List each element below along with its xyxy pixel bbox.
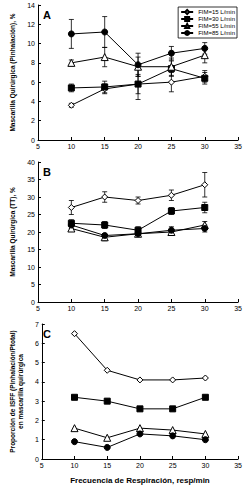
svg-text:10: 10 (67, 305, 75, 312)
svg-text:B: B (43, 166, 51, 178)
svg-text:14: 14 (27, 2, 35, 9)
svg-text:20: 20 (27, 229, 35, 236)
svg-text:15: 15 (101, 143, 109, 150)
svg-text:FIM=85 L/min: FIM=85 L/min (198, 30, 235, 36)
svg-text:0: 0 (31, 299, 35, 306)
svg-text:4: 4 (35, 378, 39, 385)
svg-text:A: A (43, 9, 51, 21)
svg-text:1: 1 (35, 436, 39, 443)
svg-text:8: 8 (31, 59, 35, 66)
svg-text:2: 2 (35, 417, 39, 424)
svg-text:7: 7 (35, 321, 39, 328)
svg-text:25: 25 (168, 305, 176, 312)
svg-text:12: 12 (27, 21, 35, 28)
svg-text:6: 6 (31, 79, 35, 86)
svg-text:15: 15 (27, 246, 35, 253)
svg-text:en mascarilla quirúrgica: en mascarilla quirúrgica (17, 354, 25, 429)
svg-text:10: 10 (67, 143, 75, 150)
svg-text:30: 30 (27, 194, 35, 201)
svg-text:0: 0 (31, 137, 35, 144)
svg-text:5: 5 (40, 462, 44, 469)
svg-text:Mascarilla Quirúrgica (Pinhala: Mascarilla Quirúrgica (Pinhalación), % (9, 13, 17, 131)
svg-text:2: 2 (31, 117, 35, 124)
svg-text:10: 10 (27, 264, 35, 271)
svg-text:35: 35 (234, 143, 242, 150)
svg-text:15: 15 (103, 462, 111, 469)
svg-text:FIM=15 L/min: FIM=15 L/min (198, 9, 235, 15)
svg-text:5: 5 (35, 359, 39, 366)
svg-text:FIM=55 L/min: FIM=55 L/min (198, 23, 235, 29)
svg-text:35: 35 (234, 462, 242, 469)
svg-text:15: 15 (101, 305, 109, 312)
svg-text:25: 25 (169, 462, 177, 469)
svg-text:Proporción de ISFF (Pinhalació: Proporción de ISFF (Pinhalación/Ptotal) (9, 330, 17, 452)
svg-text:20: 20 (136, 462, 144, 469)
svg-text:C: C (43, 328, 51, 340)
svg-text:4: 4 (31, 98, 35, 105)
svg-text:3: 3 (35, 398, 39, 405)
svg-text:6: 6 (35, 340, 39, 347)
svg-text:25: 25 (168, 143, 176, 150)
svg-text:30: 30 (201, 143, 209, 150)
svg-text:40: 40 (27, 159, 35, 166)
svg-text:Frecuencia de Respiración, res: Frecuencia de Respiración, resp/min (70, 476, 210, 485)
svg-text:25: 25 (27, 211, 35, 218)
svg-text:35: 35 (27, 176, 35, 183)
svg-text:5: 5 (36, 305, 40, 312)
svg-text:20: 20 (134, 305, 142, 312)
svg-text:Mascarilla Quirúrgica (TT), %: Mascarilla Quirúrgica (TT), % (9, 187, 17, 277)
svg-text:5: 5 (31, 281, 35, 288)
svg-text:30: 30 (201, 462, 209, 469)
svg-text:FIM=30 L/min: FIM=30 L/min (198, 16, 235, 22)
svg-text:5: 5 (36, 143, 40, 150)
svg-text:10: 10 (27, 40, 35, 47)
svg-text:20: 20 (134, 143, 142, 150)
svg-text:10: 10 (71, 462, 79, 469)
svg-text:35: 35 (234, 305, 242, 312)
svg-text:0: 0 (35, 456, 39, 463)
svg-text:30: 30 (201, 305, 209, 312)
